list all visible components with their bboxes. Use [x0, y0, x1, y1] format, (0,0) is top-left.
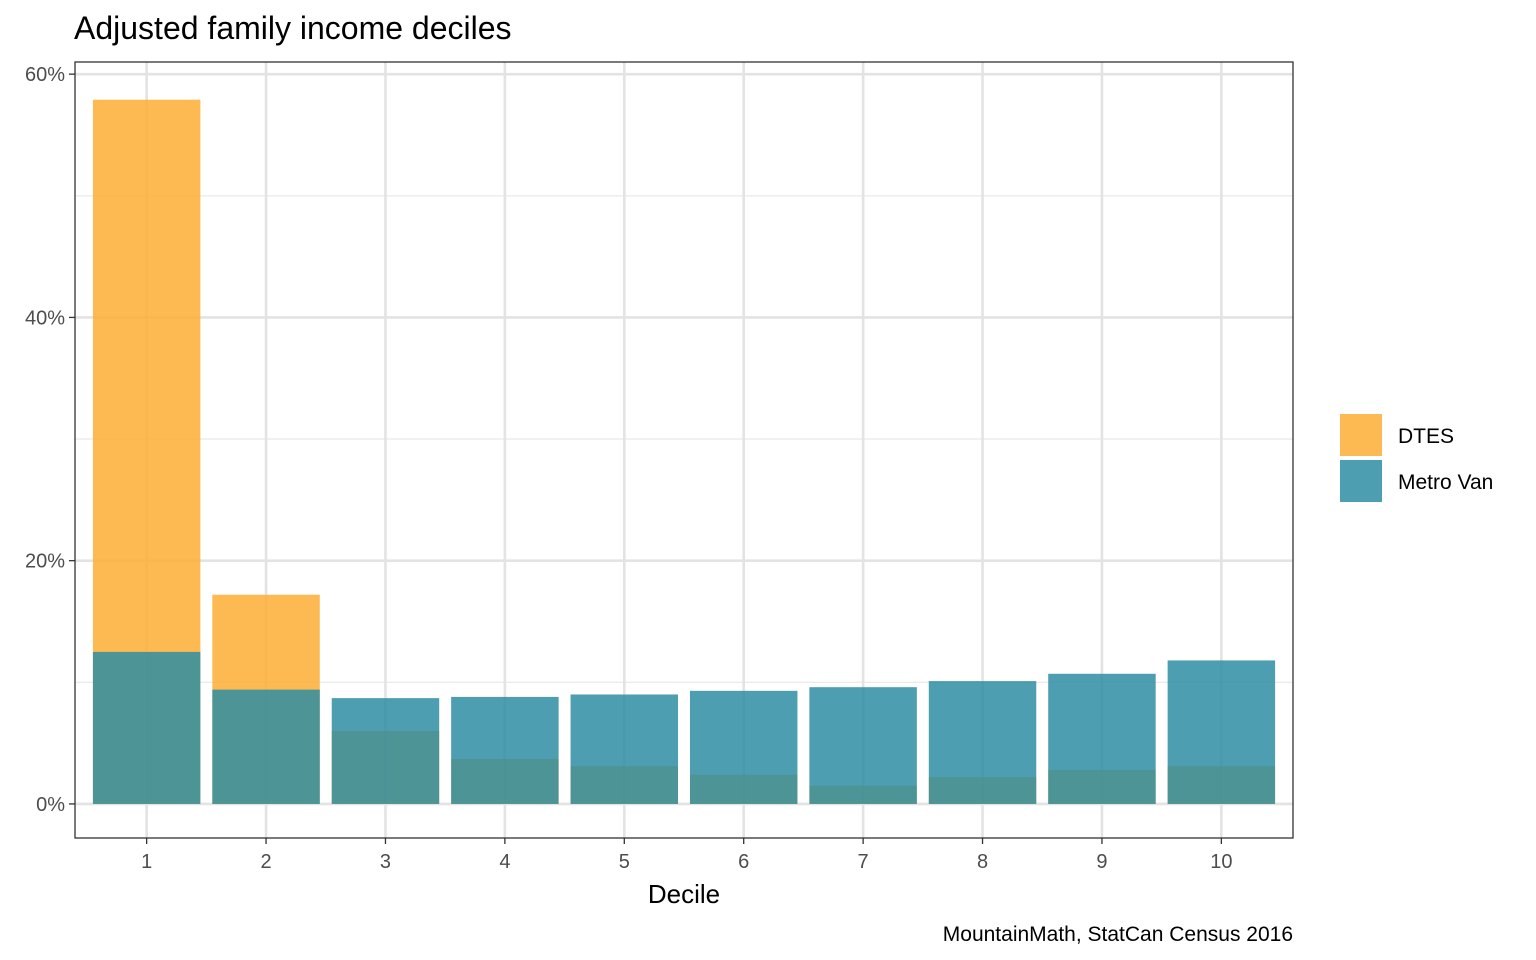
legend-key-dtes	[1340, 414, 1382, 456]
x-tick-label: 4	[499, 851, 510, 873]
legend-label-metro-van: Metro Van	[1398, 471, 1493, 494]
x-tick-label: 6	[738, 851, 749, 873]
x-axis-title: Decile	[648, 879, 720, 909]
y-axis: 0% 20% 40% 60%	[25, 64, 75, 816]
bar-metro-van-4	[451, 696, 559, 804]
legend-key-metro-van	[1340, 460, 1382, 502]
x-tick-label: 10	[1210, 851, 1232, 873]
x-tick-label: 1	[141, 851, 152, 873]
bar-metro-van-10	[1167, 660, 1276, 804]
y-tick-label: 60%	[25, 64, 65, 86]
x-tick-label: 9	[1096, 851, 1107, 873]
x-tick-label: 8	[977, 851, 988, 873]
x-tick-label: 5	[619, 851, 630, 873]
chart-caption: MountainMath, StatCan Census 2016	[943, 923, 1293, 946]
legend-label-dtes: DTES	[1398, 425, 1454, 448]
bar-metro-van-1	[92, 651, 201, 804]
x-tick-label: 7	[858, 851, 869, 873]
bar-metro-van-3	[331, 698, 440, 804]
bar-metro-van-2	[212, 689, 320, 804]
bars	[92, 99, 1276, 804]
bar-metro-van-6	[689, 690, 798, 804]
x-tick-label: 2	[260, 851, 271, 873]
y-tick-label: 0%	[36, 794, 65, 816]
x-tick-label: 3	[380, 851, 391, 873]
x-axis: 1 2 3 4 5 6 7 8 9 10	[141, 838, 1232, 873]
chart-title: Adjusted family income deciles	[74, 10, 512, 46]
bar-metro-van-7	[809, 687, 917, 804]
legend: DTES Metro Van	[1340, 414, 1493, 502]
bar-metro-van-5	[570, 694, 679, 804]
bar-metro-van-9	[1048, 673, 1156, 804]
y-tick-label: 20%	[25, 551, 65, 573]
plot-panel-border	[74, 61, 1294, 839]
y-tick-label: 40%	[25, 307, 65, 329]
bar-metro-van-8	[928, 681, 1037, 804]
